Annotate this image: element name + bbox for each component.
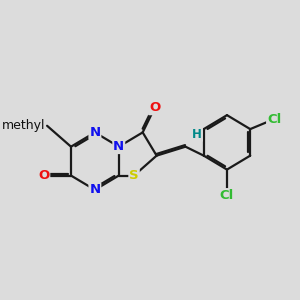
Text: N: N [113,140,124,153]
Text: O: O [38,169,50,182]
Text: Cl: Cl [267,112,281,126]
Text: S: S [129,169,139,182]
Text: N: N [89,183,100,196]
Text: N: N [89,126,100,139]
Text: H: H [192,128,202,141]
Text: Cl: Cl [220,189,234,202]
Text: O: O [149,101,160,114]
Text: methyl: methyl [2,118,45,132]
